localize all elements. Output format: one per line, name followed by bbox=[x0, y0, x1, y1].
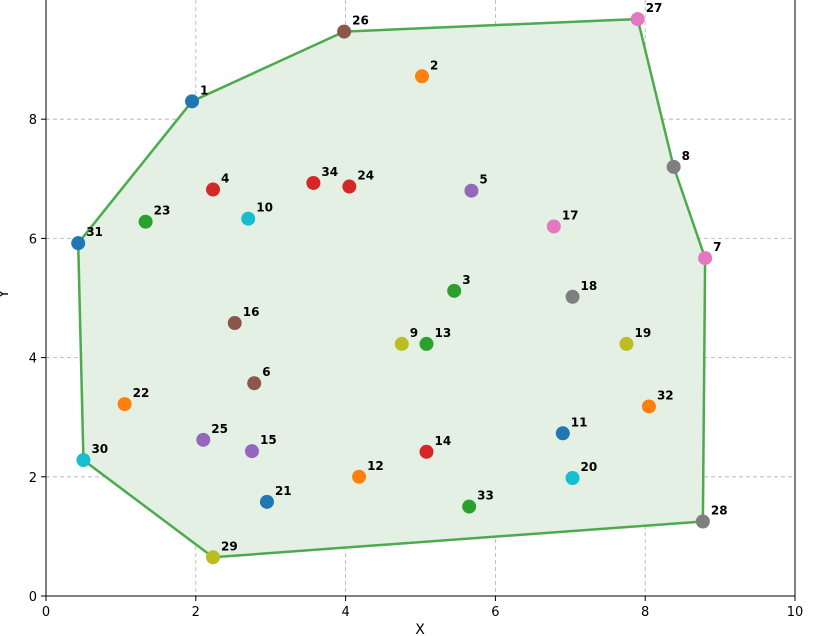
point-15 bbox=[244, 444, 259, 459]
point-label-10: 10 bbox=[256, 201, 273, 215]
point-label-8: 8 bbox=[682, 149, 690, 163]
point-label-21: 21 bbox=[275, 484, 292, 498]
point-5 bbox=[464, 183, 479, 198]
point-label-11: 11 bbox=[571, 415, 588, 429]
point-2 bbox=[414, 69, 429, 84]
point-label-28: 28 bbox=[711, 504, 728, 518]
point-29 bbox=[206, 550, 221, 565]
point-31 bbox=[71, 236, 86, 251]
point-label-13: 13 bbox=[434, 326, 451, 340]
x-tick-label: 6 bbox=[491, 605, 499, 620]
point-label-20: 20 bbox=[581, 460, 598, 474]
point-28 bbox=[695, 514, 710, 529]
point-label-31: 31 bbox=[86, 225, 103, 239]
point-27 bbox=[630, 12, 645, 27]
point-3 bbox=[447, 283, 462, 298]
point-20 bbox=[565, 470, 580, 485]
point-label-23: 23 bbox=[154, 204, 171, 218]
point-label-6: 6 bbox=[262, 365, 270, 379]
point-9 bbox=[394, 336, 409, 351]
point-label-9: 9 bbox=[410, 326, 418, 340]
point-label-34: 34 bbox=[321, 165, 338, 179]
point-label-27: 27 bbox=[646, 1, 663, 15]
x-tick-label: 0 bbox=[42, 605, 50, 620]
x-tick-label: 8 bbox=[641, 605, 649, 620]
point-label-2: 2 bbox=[430, 58, 438, 72]
y-tick-label: 0 bbox=[29, 590, 37, 605]
point-24 bbox=[342, 179, 357, 194]
point-label-18: 18 bbox=[581, 279, 598, 293]
point-16 bbox=[227, 316, 242, 331]
point-8 bbox=[666, 159, 681, 174]
point-10 bbox=[241, 211, 256, 226]
y-axis-label: Y bbox=[0, 289, 12, 299]
point-label-7: 7 bbox=[713, 240, 721, 254]
point-21 bbox=[259, 494, 274, 509]
point-label-1: 1 bbox=[200, 83, 208, 97]
x-axis-label: X bbox=[415, 622, 425, 636]
point-19 bbox=[619, 336, 634, 351]
point-label-17: 17 bbox=[562, 208, 579, 222]
y-tick-label: 6 bbox=[29, 232, 37, 247]
point-18 bbox=[565, 289, 580, 304]
x-tick-label: 2 bbox=[192, 605, 200, 620]
point-11 bbox=[555, 426, 570, 441]
x-tick-label: 4 bbox=[341, 605, 349, 620]
point-label-3: 3 bbox=[462, 273, 470, 287]
point-label-24: 24 bbox=[357, 169, 374, 183]
data-points bbox=[71, 12, 713, 565]
point-7 bbox=[698, 251, 713, 266]
point-13 bbox=[419, 336, 434, 351]
point-32 bbox=[641, 399, 656, 414]
point-label-30: 30 bbox=[91, 442, 108, 456]
y-tick-label: 2 bbox=[29, 471, 37, 486]
x-tick-label: 10 bbox=[787, 605, 804, 620]
point-label-15: 15 bbox=[260, 433, 277, 447]
point-label-5: 5 bbox=[479, 173, 487, 187]
point-label-4: 4 bbox=[221, 172, 229, 186]
point-label-33: 33 bbox=[477, 489, 494, 503]
hull-polygon bbox=[76, 17, 707, 559]
point-4 bbox=[206, 182, 221, 197]
y-tick-label: 4 bbox=[29, 352, 37, 367]
point-label-32: 32 bbox=[657, 388, 674, 402]
point-label-12: 12 bbox=[367, 459, 384, 473]
point-6 bbox=[247, 376, 262, 391]
point-12 bbox=[352, 469, 367, 484]
point-23 bbox=[138, 214, 153, 229]
point-label-19: 19 bbox=[634, 326, 651, 340]
convex-hull bbox=[76, 17, 707, 559]
point-label-14: 14 bbox=[434, 434, 451, 448]
point-33 bbox=[462, 499, 477, 514]
point-34 bbox=[306, 175, 321, 190]
point-label-25: 25 bbox=[211, 422, 228, 436]
point-14 bbox=[419, 444, 434, 459]
point-label-26: 26 bbox=[352, 14, 369, 28]
point-17 bbox=[546, 219, 561, 234]
point-1 bbox=[185, 94, 200, 109]
point-label-22: 22 bbox=[133, 386, 150, 400]
point-label-16: 16 bbox=[243, 305, 260, 319]
point-30 bbox=[76, 453, 91, 468]
point-25 bbox=[196, 432, 211, 447]
point-26 bbox=[337, 24, 352, 39]
y-tick-label: 8 bbox=[29, 113, 37, 128]
point-22 bbox=[117, 397, 132, 412]
point-label-29: 29 bbox=[221, 539, 238, 553]
